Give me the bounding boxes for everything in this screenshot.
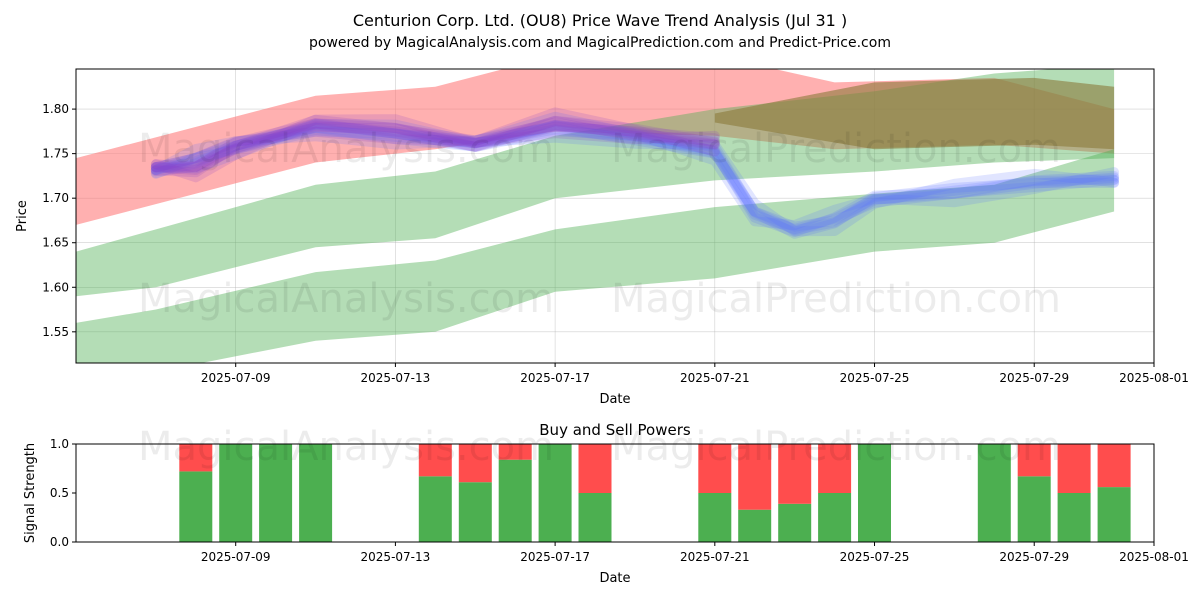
buy-bar: [778, 503, 812, 542]
buy-bar: [299, 444, 333, 542]
buy-bar: [219, 444, 253, 542]
buy-bar: [1017, 476, 1051, 542]
signal-bars: [179, 444, 1131, 542]
price-x-tick-label: 2025-07-09: [201, 371, 271, 385]
signal-x-tick-label: 2025-08-01: [1119, 550, 1189, 564]
signal-y-ticks: 0.0 0.5 1.0: [50, 437, 76, 549]
buy-bar: [698, 493, 732, 542]
watermark-analysis-mid: MagicalAnalysis.com: [138, 276, 554, 322]
band-olive-3: [714, 77, 1115, 150]
buy-bar: [179, 471, 213, 542]
price-panel: MagicalAnalysis.com MagicalPrediction.co…: [15, 68, 1189, 407]
signal-y-tick-label: 0.0: [50, 535, 69, 549]
chart-title: Centurion Corp. Ltd. (OU8) Price Wave Tr…: [353, 11, 847, 30]
buy-bar: [538, 444, 572, 542]
purple-wave-stroke: [150, 117, 720, 172]
price-y-tick-label: 1.80: [42, 102, 69, 116]
price-x-tick-label: 2025-07-13: [361, 371, 431, 385]
watermark-analysis-top: MagicalAnalysis.com: [138, 126, 554, 172]
blue-wave-stroke: [150, 119, 1120, 239]
price-bands: [76, 69, 1115, 363]
signal-x-label: Date: [599, 571, 630, 586]
price-y-tick-label: 1.55: [42, 325, 69, 339]
purple-wave-stroke: [150, 116, 720, 173]
price-x-tick-label: 2025-07-21: [680, 371, 750, 385]
sell-bar: [698, 444, 732, 493]
chart-subtitle: powered by MagicalAnalysis.com and Magic…: [309, 35, 891, 51]
signal-x-tick-label: 2025-07-25: [840, 550, 910, 564]
sell-bar: [179, 444, 213, 472]
blue-wave-stroke: [150, 119, 1120, 237]
buy-bar: [977, 444, 1011, 542]
sell-bar: [818, 444, 852, 493]
sell-bar: [578, 444, 612, 493]
buy-bar: [858, 444, 891, 542]
signal-x-tick-label: 2025-07-09: [201, 550, 271, 564]
signal-x-ticks: 2025-07-09 2025-07-13 2025-07-17 2025-07-21…: [201, 542, 1189, 564]
purple-wave-stroke: [150, 118, 720, 175]
buy-bar: [578, 493, 612, 542]
blue-wave-stroke: [150, 120, 1120, 234]
price-y-ticks: 1.55 1.60 1.65 1.70 1.75 1.80: [42, 102, 76, 339]
signal-y-label: Signal Strength: [23, 443, 38, 543]
buy-bar: [1097, 487, 1131, 542]
price-y-tick-label: 1.60: [42, 280, 69, 294]
signal-y-tick-label: 1.0: [50, 437, 69, 451]
buy-bar: [418, 476, 452, 542]
sell-bar: [1097, 444, 1131, 488]
band-green-2: [76, 149, 1115, 363]
sell-bar: [458, 444, 492, 483]
price-x-tick-label: 2025-08-01: [1119, 371, 1189, 385]
watermark-prediction-top: MagicalPrediction.com: [611, 126, 1061, 172]
price-x-tick-label: 2025-07-29: [999, 371, 1069, 385]
price-x-tick-label: 2025-07-17: [520, 371, 590, 385]
price-y-tick-label: 1.75: [42, 147, 69, 161]
sell-bar: [778, 444, 812, 504]
price-x-label: Date: [599, 392, 630, 407]
signal-x-tick-label: 2025-07-21: [680, 550, 750, 564]
sell-bar: [738, 444, 772, 510]
price-y-label: Price: [15, 200, 30, 232]
buy-bar: [259, 444, 293, 542]
signal-x-tick-label: 2025-07-17: [520, 550, 590, 564]
purple-wave-stroke: [150, 115, 720, 177]
buy-bar: [738, 509, 772, 542]
sell-bar: [1057, 444, 1091, 493]
buy-bar: [1057, 493, 1091, 542]
signal-x-tick-label: 2025-07-29: [999, 550, 1069, 564]
sell-bar: [418, 444, 452, 477]
watermark-prediction-mid: MagicalPrediction.com: [611, 276, 1061, 322]
buy-bar: [818, 493, 852, 542]
purple-wave-stroke: [150, 114, 720, 183]
signal-panel: Buy and Sell Powers MagicalAnalysis.com …: [23, 421, 1189, 586]
sell-bar: [498, 444, 532, 460]
watermark-prediction-bottom: MagicalPrediction.com: [611, 424, 1061, 470]
signal-title: Buy and Sell Powers: [539, 421, 691, 439]
price-waves: [150, 107, 1120, 239]
price-y-tick-label: 1.70: [42, 191, 69, 205]
price-axes-frame: [75, 68, 1155, 364]
blue-wave-stroke: [150, 111, 1120, 231]
sell-bar: [1017, 444, 1051, 477]
blue-wave-stroke: [150, 121, 1120, 232]
price-x-ticks: 2025-07-09 2025-07-13 2025-07-17 2025-07-21…: [201, 363, 1189, 385]
price-x-tick-label: 2025-07-25: [840, 371, 910, 385]
blue-wave-stroke: [150, 120, 1120, 237]
watermark-analysis-bottom: MagicalAnalysis.com: [138, 424, 554, 470]
signal-y-tick-label: 0.5: [50, 486, 69, 500]
blue-wave-stroke: [150, 122, 1120, 236]
purple-wave-stroke: [150, 107, 720, 173]
price-y-tick-label: 1.65: [42, 236, 69, 250]
buy-bar: [458, 482, 492, 542]
buy-bar: [498, 459, 532, 542]
purple-wave-stroke: [150, 114, 720, 178]
signal-x-tick-label: 2025-07-13: [361, 550, 431, 564]
